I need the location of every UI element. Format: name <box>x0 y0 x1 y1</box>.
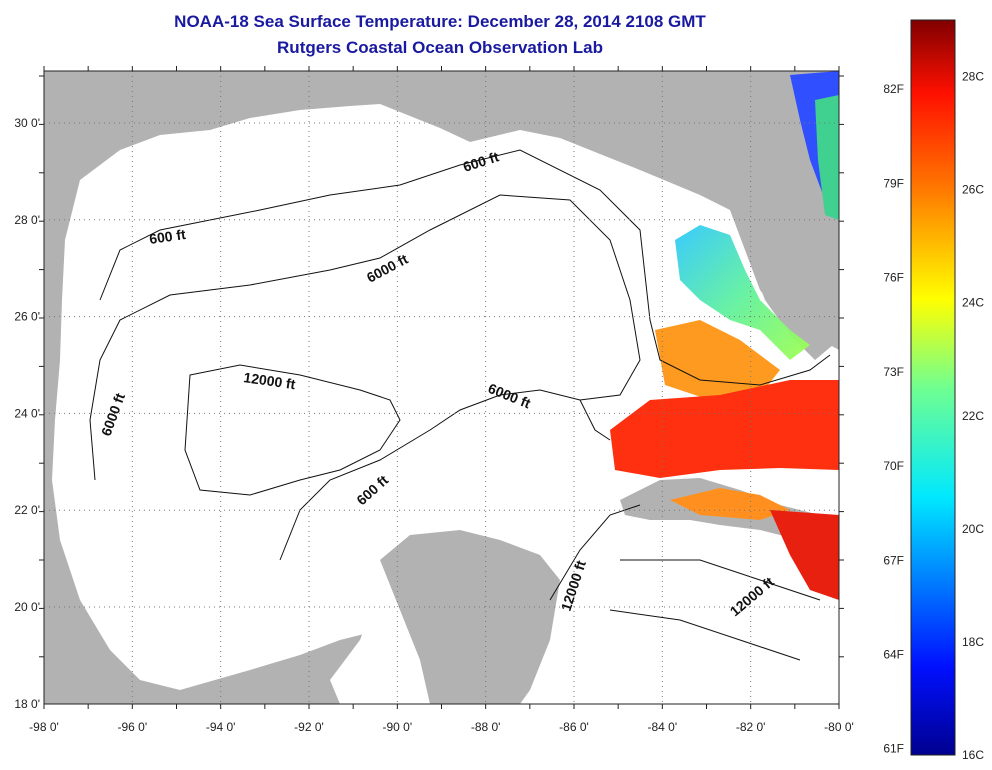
longitude-labels: -98 0' -96 0' -94 0' -92 0' -90 0' -88 0' -86 … <box>29 720 854 734</box>
lat-label: 18 0' <box>14 697 40 711</box>
lon-label: -92 0' <box>294 720 324 734</box>
sst-cuba-north <box>670 488 790 520</box>
axis-ticks <box>39 66 844 709</box>
colorbar-celsius-labels: 28C 26C 24C 22C 20C 18C 16C <box>962 70 984 762</box>
map-title: NOAA-18 Sea Surface Temperature: Decembe… <box>174 12 706 31</box>
colorbar-fahrenheit-label: 79F <box>883 176 904 190</box>
colorbar-celsius-label: 22C <box>962 409 984 423</box>
lon-label: -80 0' <box>824 720 854 734</box>
colorbar-fahrenheit-label: 82F <box>883 82 904 96</box>
colorbar-celsius-label: 16C <box>962 748 984 762</box>
lon-label: -94 0' <box>206 720 236 734</box>
lon-label: -98 0' <box>29 720 59 734</box>
lat-label: 26 0' <box>14 310 40 324</box>
colorbar-fahrenheit-label: 73F <box>883 365 904 379</box>
lat-label: 20 0' <box>14 600 40 614</box>
colorbar-fahrenheit-labels: 82F 79F 76F 73F 70F 67F 64F 61F <box>883 82 904 756</box>
lon-label: -96 0' <box>118 720 148 734</box>
sst-caribbean-red <box>770 510 839 600</box>
colorbar-fahrenheit-label: 64F <box>883 647 904 661</box>
lon-label: -84 0' <box>648 720 678 734</box>
colorbar-fahrenheit-label: 76F <box>883 271 904 285</box>
colorbar-celsius-label: 26C <box>962 183 984 197</box>
contour-600ft <box>99 149 831 386</box>
colorbar-celsius-label: 20C <box>962 522 984 536</box>
lon-label: -86 0' <box>559 720 589 734</box>
lat-label: 22 0' <box>14 503 40 517</box>
contour-label-12000-center: 12000 ft <box>243 369 297 392</box>
contour-6000ft <box>89 194 641 561</box>
lat-label: 30 0' <box>14 116 40 130</box>
lat-label: 28 0' <box>14 213 40 227</box>
lon-label: -88 0' <box>471 720 501 734</box>
colorbar-celsius-label: 18C <box>962 635 984 649</box>
sst-florida-shelf <box>675 225 810 360</box>
lon-label: -90 0' <box>383 720 413 734</box>
sst-atlantic-green <box>815 95 839 220</box>
colorbar-celsius-label: 28C <box>962 70 984 84</box>
latitude-labels: 30 0' 28 0' 26 0' 24 0' 22 0' 20 0' 18 0' <box>14 116 40 711</box>
colorbar-fahrenheit-label: 67F <box>883 553 904 567</box>
map-subtitle: Rutgers Coastal Ocean Observation Lab <box>277 38 603 57</box>
colorbar-fahrenheit-label: 70F <box>883 459 904 473</box>
colorbar-fahrenheit-label: 61F <box>883 742 904 756</box>
colorbar-celsius-label: 24C <box>962 296 984 310</box>
yucatan-land <box>380 530 560 704</box>
colorbar <box>910 19 956 756</box>
sst-loop-orange <box>655 320 780 400</box>
lat-label: 24 0' <box>14 406 40 420</box>
lon-label: -82 0' <box>736 720 766 734</box>
sst-keys-red <box>610 380 839 478</box>
lat-lon-grid <box>44 71 839 704</box>
contour-label-600-west: 600 ft <box>148 226 187 247</box>
